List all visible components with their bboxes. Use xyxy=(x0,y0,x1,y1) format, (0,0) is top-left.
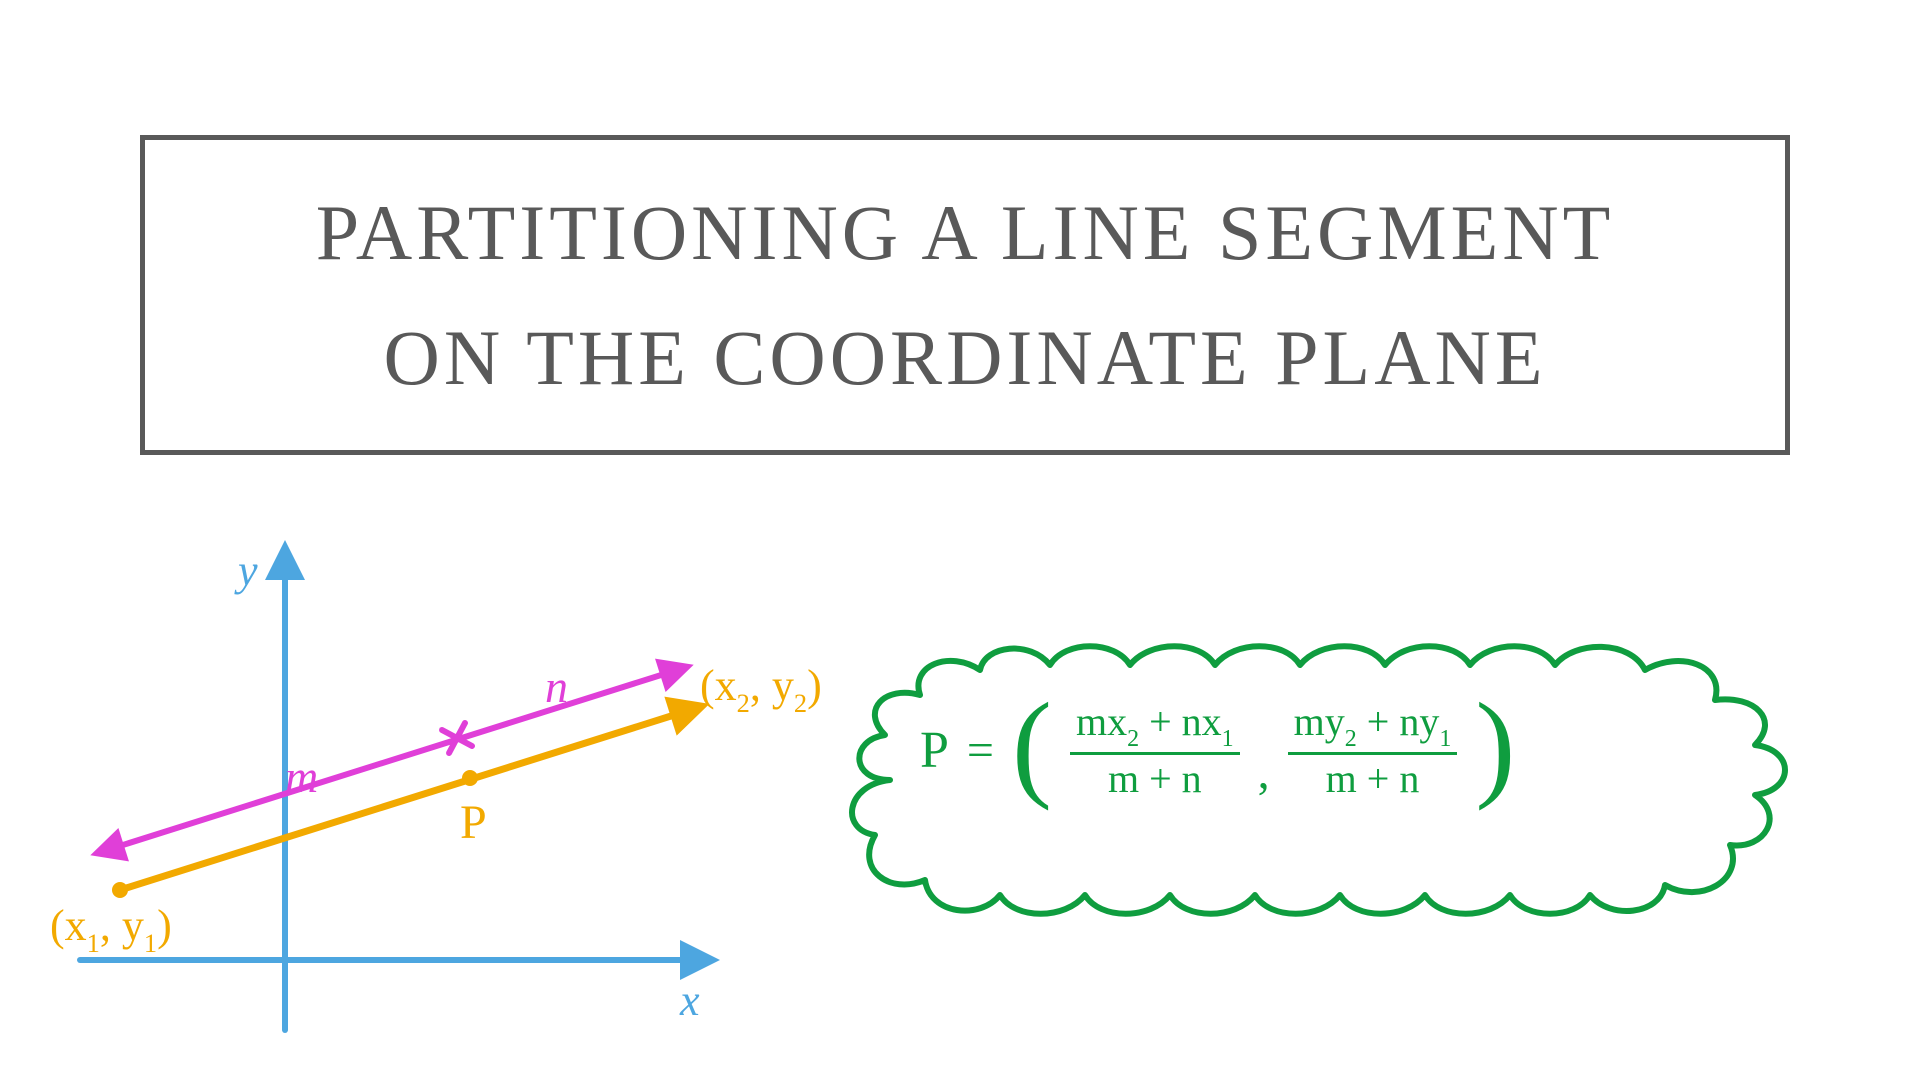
formula-x-fraction: mx2 + nx1 m + n xyxy=(1070,700,1240,801)
formula-p: P xyxy=(920,721,949,780)
ratio-m-label: m xyxy=(285,750,318,803)
ratio-n-label: n xyxy=(545,660,568,713)
formula-comma: , xyxy=(1258,745,1270,800)
formula-y-fraction: my2 + ny1 m + n xyxy=(1288,700,1458,801)
section-formula: P = ( mx2 + nx1 m + n , my2 + ny1 m + n … xyxy=(920,700,1515,801)
formula-equals: = xyxy=(967,723,994,778)
